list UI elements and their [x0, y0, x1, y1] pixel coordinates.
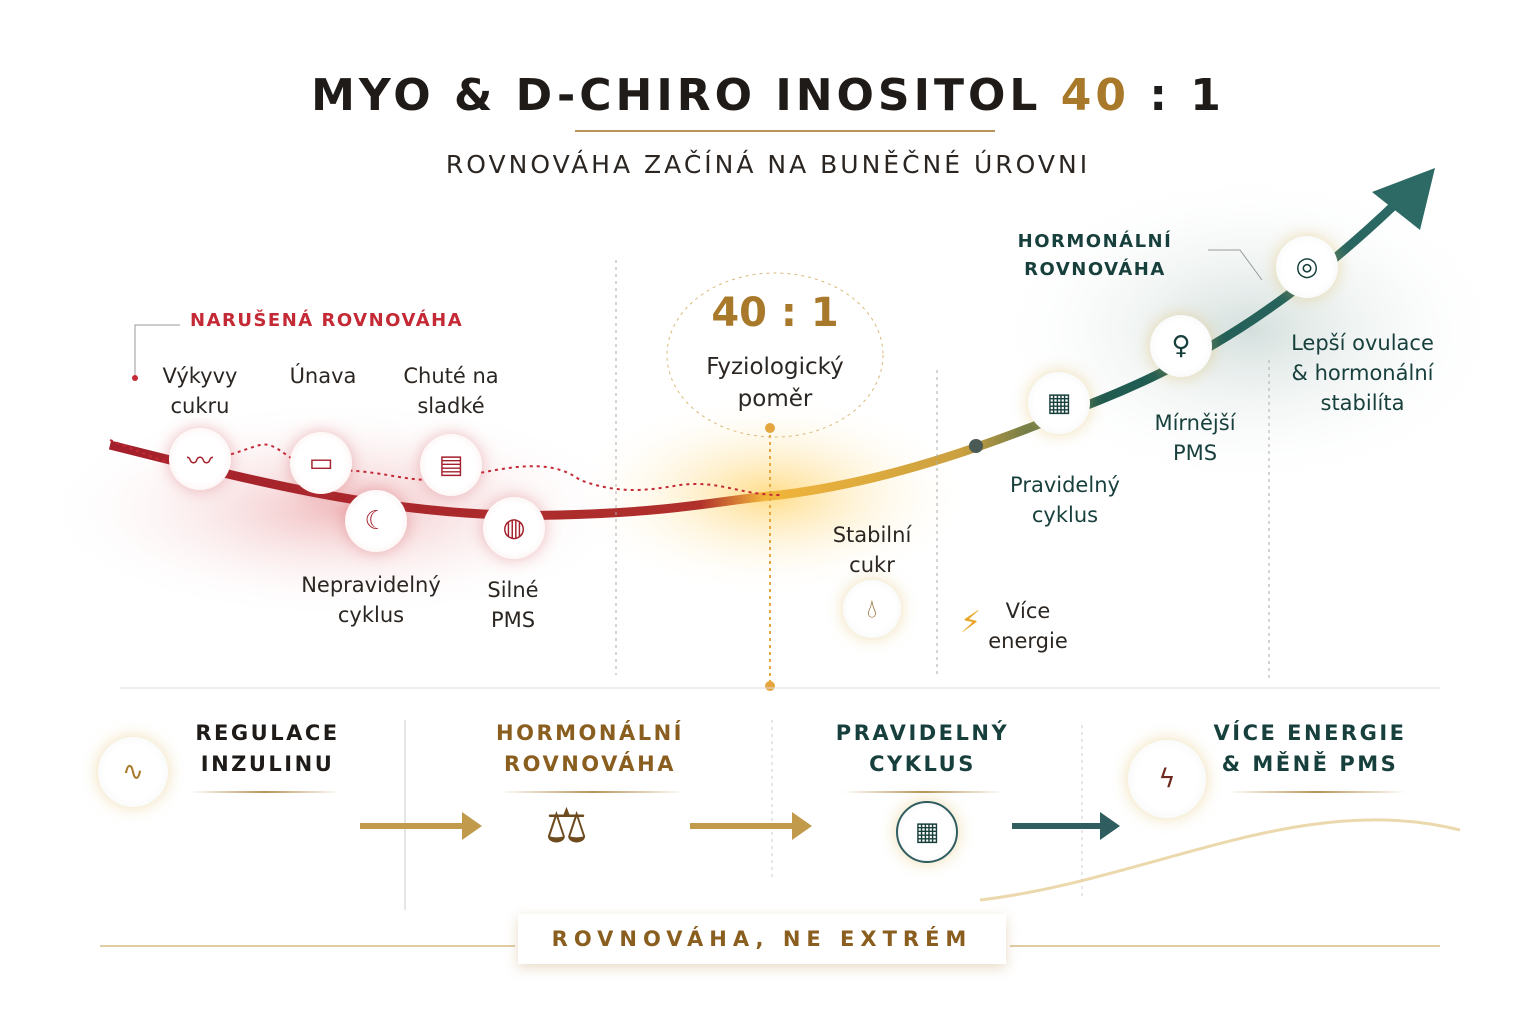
- center-caption-2: poměr: [737, 386, 813, 412]
- calendar-icon: ▦: [1028, 372, 1090, 434]
- ratio-bubble: [666, 272, 884, 438]
- arrow-right-icon: [792, 812, 812, 840]
- label-sweet-cravings: Chuté na sladké: [403, 364, 499, 418]
- step-more-energy-less-pms: VÍCE ENERGIE & MĚNĚ PMS: [1213, 721, 1407, 776]
- step-insulin-regulation: REGULACE INZULINU: [195, 721, 340, 776]
- female-symbol-icon: ♀: [1150, 315, 1212, 377]
- target-icon: ◎: [1276, 236, 1338, 298]
- arrow-right-icon: [1100, 812, 1120, 840]
- cake-icon: ▤: [420, 434, 482, 496]
- calendar-moon-icon: ☾: [345, 490, 407, 552]
- cycle-calendar-icon: ▦: [896, 801, 958, 863]
- lightning-icon: ⚡︎: [960, 605, 982, 640]
- footer-slogan: ROVNOVÁHA, NE EXTRÉM: [518, 914, 1006, 964]
- imbalance-heading: NARUŠENÁ ROVNOVÁHA: [190, 310, 464, 331]
- connector-line: [1208, 249, 1263, 281]
- step-hormonal-balance: HORMONÁLNÍ ROVNOVÁHA: [496, 721, 684, 776]
- pancreas-icon: ∿: [98, 737, 168, 807]
- page-subtitle: ROVNOVÁHA ZAČÍNÁ NA BUNĚČNÉ ÚROVNI: [445, 150, 1091, 179]
- label-better-ovulation: Lepší ovulace & hormonální stabilíta: [1291, 331, 1434, 415]
- label-fatigue: Únava: [289, 364, 357, 388]
- pms-icon: ◍: [483, 497, 545, 559]
- label-milder-pms: Mírnější PMS: [1154, 411, 1236, 465]
- center-ratio: 40 : 1: [711, 290, 839, 336]
- low-battery-icon: ▭: [290, 432, 352, 494]
- label-sugar-spikes: Výkyvy cukru: [162, 364, 238, 418]
- label-more-energy: Více energie: [988, 599, 1068, 653]
- scales-icon: ⚖: [545, 798, 589, 854]
- energy-icon: ϟ: [1128, 740, 1206, 818]
- connector-line: [134, 324, 180, 378]
- arrow-right-icon: [462, 812, 482, 840]
- balance-heading: HORMONÁLNÍ ROVNOVÁHA: [1017, 231, 1173, 280]
- sugar-spike-icon: 〰: [169, 428, 231, 490]
- label-stable-sugar: Stabilní cukr: [832, 523, 912, 577]
- label-regular-cycle: Pravidelný cyklus: [1010, 473, 1120, 527]
- arrow-head-icon: [1372, 168, 1435, 230]
- green-glow: [990, 170, 1510, 490]
- drop-icon: 💧︎: [843, 580, 901, 638]
- step-regular-cycle: PRAVIDELNÝ CYKLUS: [835, 721, 1010, 776]
- label-irregular-cycle: Nepravidelný cyklus: [301, 573, 441, 627]
- page-title: MYO & D-CHIRO INOSITOL 40 : 1: [311, 70, 1225, 121]
- center-caption-1: Fyziologický: [706, 354, 844, 380]
- label-strong-pms: Silné PMS: [487, 578, 539, 632]
- dotted-imbalance-line: [109, 439, 781, 496]
